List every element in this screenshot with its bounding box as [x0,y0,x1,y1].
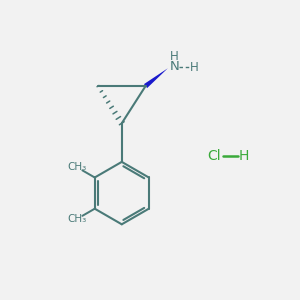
Polygon shape [144,68,168,88]
Text: N: N [169,60,179,73]
Text: H: H [190,61,199,74]
Text: CH₃: CH₃ [68,214,87,224]
Text: H: H [239,149,249,163]
Text: CH₃: CH₃ [68,162,87,172]
Text: Cl: Cl [207,149,221,163]
Text: H: H [169,50,178,63]
